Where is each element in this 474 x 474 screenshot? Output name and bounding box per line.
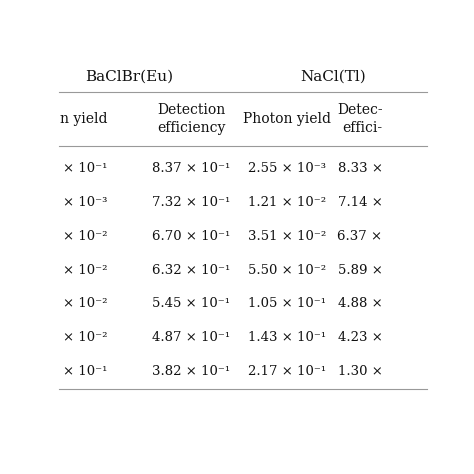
Text: BaClBr(Eu): BaClBr(Eu)	[85, 70, 173, 83]
Text: 6.37 ×: 6.37 ×	[337, 229, 383, 243]
Text: 5.50 × 10⁻²: 5.50 × 10⁻²	[248, 264, 326, 276]
Text: × 10⁻²: × 10⁻²	[63, 298, 107, 310]
Text: 1.05 × 10⁻¹: 1.05 × 10⁻¹	[248, 298, 326, 310]
Text: Detection
efficiency: Detection efficiency	[157, 103, 226, 135]
Text: 7.14 ×: 7.14 ×	[337, 196, 383, 209]
Text: 8.37 × 10⁻¹: 8.37 × 10⁻¹	[152, 162, 231, 175]
Text: × 10⁻³: × 10⁻³	[63, 196, 107, 209]
Text: 5.89 ×: 5.89 ×	[337, 264, 383, 276]
Text: 7.32 × 10⁻¹: 7.32 × 10⁻¹	[152, 196, 231, 209]
Text: × 10⁻²: × 10⁻²	[63, 331, 107, 345]
Text: × 10⁻¹: × 10⁻¹	[63, 162, 107, 175]
Text: 4.23 ×: 4.23 ×	[337, 331, 383, 345]
Text: 2.17 × 10⁻¹: 2.17 × 10⁻¹	[248, 365, 326, 378]
Text: 6.70 × 10⁻¹: 6.70 × 10⁻¹	[152, 229, 231, 243]
Text: 5.45 × 10⁻¹: 5.45 × 10⁻¹	[153, 298, 230, 310]
Text: 1.21 × 10⁻²: 1.21 × 10⁻²	[248, 196, 326, 209]
Text: 1.43 × 10⁻¹: 1.43 × 10⁻¹	[248, 331, 326, 345]
Text: 2.55 × 10⁻³: 2.55 × 10⁻³	[248, 162, 326, 175]
Text: Photon yield: Photon yield	[243, 112, 331, 126]
Text: 8.33 ×: 8.33 ×	[337, 162, 383, 175]
Text: NaCl(Tl): NaCl(Tl)	[300, 70, 366, 83]
Text: 4.88 ×: 4.88 ×	[338, 298, 383, 310]
Text: 1.30 ×: 1.30 ×	[337, 365, 383, 378]
Text: 6.32 × 10⁻¹: 6.32 × 10⁻¹	[152, 264, 231, 276]
Text: × 10⁻²: × 10⁻²	[63, 264, 107, 276]
Text: 3.51 × 10⁻²: 3.51 × 10⁻²	[248, 229, 326, 243]
Text: × 10⁻¹: × 10⁻¹	[63, 365, 107, 378]
Text: 3.82 × 10⁻¹: 3.82 × 10⁻¹	[153, 365, 230, 378]
Text: × 10⁻²: × 10⁻²	[63, 229, 107, 243]
Text: n yield: n yield	[60, 112, 107, 126]
Text: 4.87 × 10⁻¹: 4.87 × 10⁻¹	[153, 331, 230, 345]
Text: Detec-
effici-: Detec- effici-	[337, 103, 383, 135]
